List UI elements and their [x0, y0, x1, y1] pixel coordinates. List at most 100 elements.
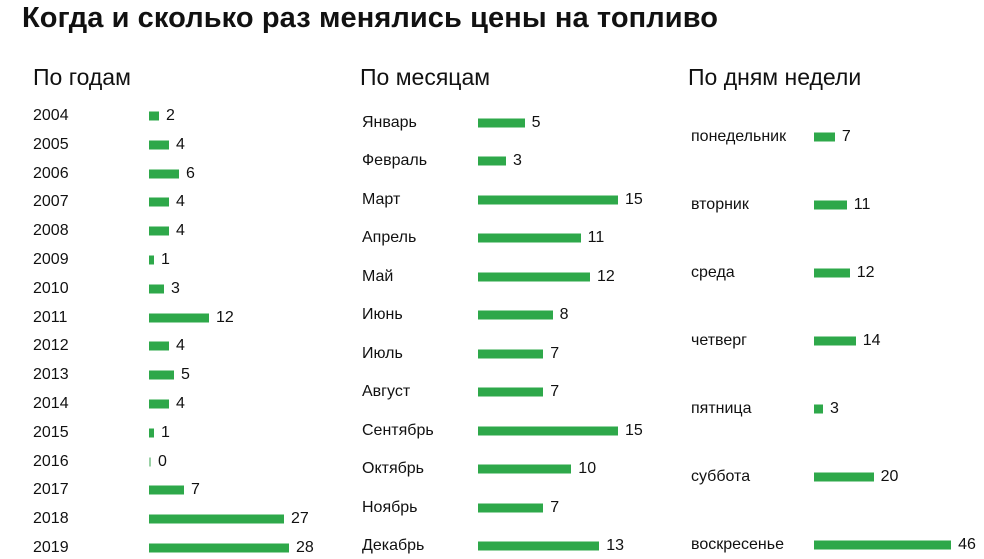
data-label: 0 [158, 452, 167, 470]
data-label: 12 [856, 264, 875, 281]
data-label: 5 [181, 366, 190, 384]
bar [814, 472, 874, 482]
category-label: 2011 [33, 308, 68, 326]
category-label: 2017 [33, 481, 69, 499]
bar [149, 284, 164, 294]
category-label: Декабрь [362, 537, 425, 554]
data-label: 5 [531, 114, 541, 131]
bar [478, 387, 544, 397]
bar [478, 272, 590, 282]
data-label: 12 [596, 267, 615, 285]
bar [478, 464, 572, 474]
data-label: 2 [166, 107, 175, 124]
bar [149, 428, 154, 438]
bar [149, 226, 169, 236]
category-label: Июль [362, 344, 403, 362]
data-label: 7 [550, 383, 560, 401]
bar [149, 169, 179, 179]
category-label: пятница [691, 400, 752, 417]
bar [478, 118, 525, 128]
data-label: 4 [176, 193, 185, 211]
category-label: 2005 [33, 135, 69, 153]
data-label: 12 [216, 308, 234, 326]
data-label: 14 [862, 332, 881, 349]
bar [814, 404, 823, 414]
data-label: 4 [176, 135, 185, 153]
data-label: 7 [841, 128, 851, 145]
data-label: 7 [191, 481, 200, 499]
bar [149, 197, 169, 207]
category-label: 2004 [33, 107, 69, 124]
data-label: 1 [161, 423, 170, 441]
data-label: 11 [853, 196, 871, 213]
bar [814, 540, 952, 550]
data-label: 20 [880, 468, 899, 485]
bar [814, 132, 835, 142]
category-label: Февраль [362, 152, 428, 170]
data-label: 46 [958, 536, 976, 553]
category-label: воскресенье [691, 536, 784, 553]
category-label: вторник [691, 196, 749, 213]
data-label: 7 [550, 498, 560, 516]
data-label: 27 [291, 510, 309, 528]
bar [478, 349, 544, 359]
data-label: 4 [176, 337, 185, 355]
data-label: 3 [171, 279, 180, 297]
data-label: 11 [587, 229, 605, 247]
bar [478, 541, 600, 551]
bar [149, 313, 209, 323]
category-label: 2018 [33, 510, 69, 528]
data-label: 13 [606, 537, 625, 554]
category-label: 2010 [33, 279, 69, 297]
category-label: 2019 [33, 539, 69, 556]
bar [478, 156, 506, 166]
bar [478, 310, 553, 320]
category-label: 2016 [33, 452, 69, 470]
data-label: 1 [161, 251, 170, 268]
data-label: 15 [624, 421, 643, 439]
category-label: среда [691, 264, 735, 281]
category-label: понедельник [691, 128, 787, 145]
bar [814, 200, 847, 210]
category-label: 2008 [33, 222, 69, 240]
category-label: 2013 [33, 366, 69, 384]
data-label: 8 [559, 306, 569, 324]
bar [814, 336, 856, 346]
bar [149, 370, 174, 380]
bar [478, 426, 618, 436]
bar [149, 543, 289, 553]
category-label: 2009 [33, 251, 69, 268]
category-label: четверг [691, 332, 747, 349]
bar [149, 255, 154, 265]
category-label: Сентябрь [362, 421, 434, 439]
bar [149, 485, 184, 495]
category-label: Январь [362, 114, 417, 131]
bar [478, 233, 581, 243]
bar [149, 140, 169, 150]
category-label: суббота [691, 468, 751, 485]
data-label: 15 [624, 190, 643, 208]
data-label: 3 [512, 152, 522, 170]
category-label: 2015 [33, 423, 69, 441]
data-label: 6 [186, 164, 195, 182]
data-label: 28 [296, 539, 314, 556]
data-label: 10 [578, 460, 597, 478]
category-label: 2012 [33, 337, 69, 355]
data-label: 4 [176, 222, 185, 240]
bar [149, 341, 169, 351]
category-label: 2006 [33, 164, 69, 182]
chart-title: По дням недели [688, 64, 862, 90]
chart-title: По годам [33, 64, 131, 90]
category-label: Август [362, 383, 411, 401]
bar [149, 111, 159, 121]
data-label: 3 [829, 400, 839, 417]
category-label: Октябрь [362, 460, 425, 478]
data-label: 4 [176, 395, 185, 412]
category-label: 2014 [33, 395, 69, 412]
bar [149, 457, 151, 467]
bar [149, 514, 284, 524]
category-label: Июнь [362, 306, 403, 324]
category-label: Май [362, 267, 394, 285]
bar [478, 195, 618, 205]
bar [149, 399, 169, 409]
